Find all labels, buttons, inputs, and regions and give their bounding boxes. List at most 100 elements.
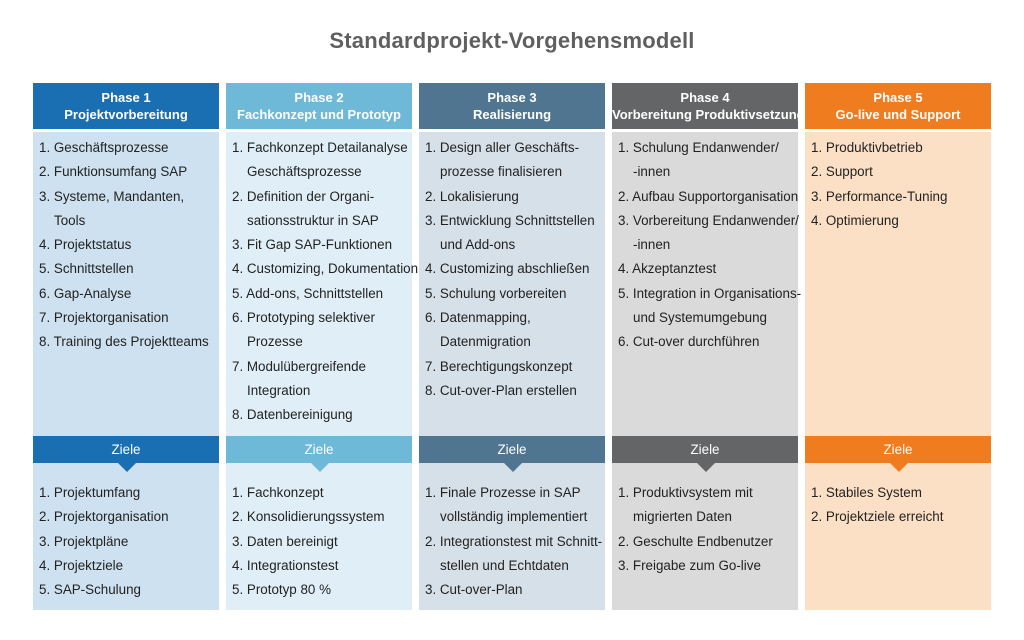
goal-item-continuation: stellen und Echtdaten (440, 557, 569, 573)
task-item: 6. Cut-over durchführen (618, 330, 792, 354)
down-arrow-icon (504, 463, 522, 472)
phase-label: Phase 5 (873, 90, 923, 105)
goal-item-text: 1. Produktivsystem mit (618, 485, 753, 500)
goal-item: 4. Projektziele (39, 554, 213, 578)
goal-item-text: 3. Daten bereinigt (232, 533, 338, 549)
phase-header: Phase 2 Fachkonzept und Prototyp (226, 83, 412, 129)
task-item-list: 1. Produktivbetrieb 2. Support 3. Performa… (811, 136, 985, 233)
goal-item-list: 1. Finale Prozesse in SAP vollständig imp… (425, 481, 602, 602)
task-item: 5. Schulung vorbereiten (425, 282, 599, 306)
goals-header: Ziele (612, 436, 798, 463)
task-item: 4. Customizing abschließen (425, 257, 599, 281)
task-item-text: 3. Entwicklung Schnittstellen (425, 212, 595, 228)
task-item-list: 1. Schulung Endanwender/ -innen 2. Aufbau … (618, 136, 801, 355)
task-item-text: 6. Prototyping selektiver (232, 310, 375, 326)
goal-item-text: 5. SAP-Schulung (39, 582, 141, 598)
goal-item-text: 4. Projektziele (39, 557, 124, 573)
task-item-continuation: Integration (247, 382, 311, 398)
task-item: 6. Gap-Analyse (39, 282, 213, 306)
task-item-text: 5. Schulung vorbereiten (425, 285, 567, 301)
goal-item: 2. Konsolidierungssystem (232, 505, 406, 529)
goal-item-text: 5. Prototyp 80 % (232, 582, 331, 598)
down-arrow-icon (311, 463, 329, 472)
task-item: 2. Funktionsumfang SAP (39, 160, 213, 184)
goal-item-continuation: migrierten Daten (633, 509, 732, 525)
task-item: 8. Datenbereinigung (232, 403, 406, 427)
phase-header: Phase 5 Go-live und Support (805, 83, 991, 129)
goal-item-text: 3. Freigabe zum Go-live (618, 557, 761, 573)
task-item: 3. Fit Gap SAP-Funktionen (232, 233, 406, 257)
page-title: Standardprojekt-Vorgehensmodell (329, 28, 695, 53)
task-item: 5. Integration in Organisations-und Syst… (618, 282, 801, 331)
task-item-text: 7. Modulübergreifende (232, 358, 366, 374)
goal-item: 2. Geschulte Endbenutzer (618, 530, 792, 554)
down-arrow-icon (890, 463, 908, 472)
task-item-text: 2. Lokalisierung (425, 188, 519, 204)
task-item-text: 7. Berechtigungskonzept (425, 358, 573, 374)
task-item: 8. Training des Projektteams (39, 330, 213, 354)
task-item-text: 5. Schnittstellen (39, 261, 134, 277)
task-item-continuation: prozesse finalisieren (440, 164, 563, 180)
task-item: 3. Vorbereitung Endanwender/ -innen (618, 209, 799, 258)
goal-item-text: 2. Projektziele erreicht (811, 509, 944, 525)
phase-label: Phase 1 (101, 90, 151, 105)
task-item-text: 1. Produktivbetrieb (811, 140, 923, 155)
goal-item: 3. Cut-over-Plan (425, 578, 599, 602)
task-item-continuation: Tools (54, 212, 86, 228)
task-item: 1. Design aller Geschäfts-prozesse final… (425, 136, 599, 185)
task-item: 1. Produktivbetrieb (811, 136, 985, 160)
goal-item: 2. Projektorganisation (39, 505, 213, 529)
task-item-text: 4. Projektstatus (39, 237, 132, 253)
phase-label: Phase 3 (487, 90, 537, 105)
task-item: 5. Add-ons, Schnittstellen (232, 282, 406, 306)
goal-item: 1. Stabiles System (811, 481, 985, 505)
phase-goals: 1. Finale Prozesse in SAP vollständig imp… (419, 476, 605, 610)
task-item-continuation: Geschäftsprozesse (247, 164, 362, 180)
task-item: 7. Berechtigungskonzept (425, 355, 599, 379)
down-arrow-icon (118, 463, 136, 472)
phase-label: Phase 4 (680, 90, 730, 105)
task-item-continuation: und Add-ons (440, 237, 516, 253)
phase-goals: 1. Projektumfang 2. Projektorganisation 3.… (33, 476, 219, 610)
task-item: 2. Support (811, 160, 985, 184)
goal-item: 1. Produktivsystem mit migrierten Daten (618, 481, 792, 530)
task-item-text: 8. Cut-over-Plan erstellen (425, 382, 577, 398)
down-arrow-icon (697, 463, 715, 472)
task-item-text: 3. Fit Gap SAP-Funktionen (232, 237, 393, 253)
task-item: 1. Geschäftsprozesse (39, 136, 213, 160)
task-item-continuation: -innen (633, 237, 671, 253)
task-item-text: 2. Aufbau Supportorganisation (618, 188, 799, 204)
task-item-text: 8. Training des Projektteams (39, 334, 209, 350)
task-item-text: 5. Add-ons, Schnittstellen (232, 285, 384, 301)
task-item-text: 6. Gap-Analyse (39, 285, 132, 301)
goal-item-continuation: vollständig implementiert (440, 509, 588, 525)
phase-name: Vorbereitung Produktivsetzung (612, 107, 805, 122)
goal-item: 5. Prototyp 80 % (232, 578, 406, 602)
goal-item-text: 1. Fachkonzept (232, 485, 324, 500)
task-item-continuation: und Systemumgebung (633, 310, 767, 326)
task-item: 3. Entwicklung Schnittstellen und Add-ons (425, 209, 599, 258)
task-item: 4. Akzeptanztest (618, 257, 792, 281)
goal-item-text: 3. Projektpläne (39, 533, 129, 549)
task-item: 1. Schulung Endanwender/ -innen (618, 136, 792, 185)
task-item-continuation: Datenmigration (440, 334, 531, 350)
task-item-list: 1. Fachkonzept Detailanalyse Geschäftspro… (232, 136, 418, 428)
phase-header: Phase 3 Realisierung (419, 83, 605, 129)
task-item: 8. Cut-over-Plan erstellen (425, 379, 599, 403)
phase-name: Fachkonzept und Prototyp (237, 107, 401, 122)
goal-item-text: 1. Finale Prozesse in SAP (425, 485, 581, 500)
task-item-text: 7. Projektorganisation (39, 310, 169, 326)
task-item: 3. Systeme, Mandanten, Tools (39, 185, 213, 234)
phase-header: Phase 4 Vorbereitung Produktivsetzung (612, 83, 805, 129)
task-item-text: 8. Datenbereinigung (232, 407, 353, 423)
task-item-list: 1. Design aller Geschäfts-prozesse final… (425, 136, 599, 403)
goal-item: 3. Projektpläne (39, 530, 213, 554)
goal-item: 2. Projektziele erreicht (811, 505, 985, 529)
task-item-text: 2. Funktionsumfang SAP (39, 164, 188, 180)
goal-item-text: 3. Cut-over-Plan (425, 582, 523, 598)
task-item: 5. Schnittstellen (39, 257, 213, 281)
goal-item: 2. Integrationstest mit Schnitt-stellen … (425, 530, 602, 579)
goals-header: Ziele (805, 436, 991, 463)
phase-goals: 1. Produktivsystem mit migrierten Daten 2.… (612, 476, 798, 610)
task-item-text: 4. Customizing, Dokumentation (232, 261, 419, 277)
